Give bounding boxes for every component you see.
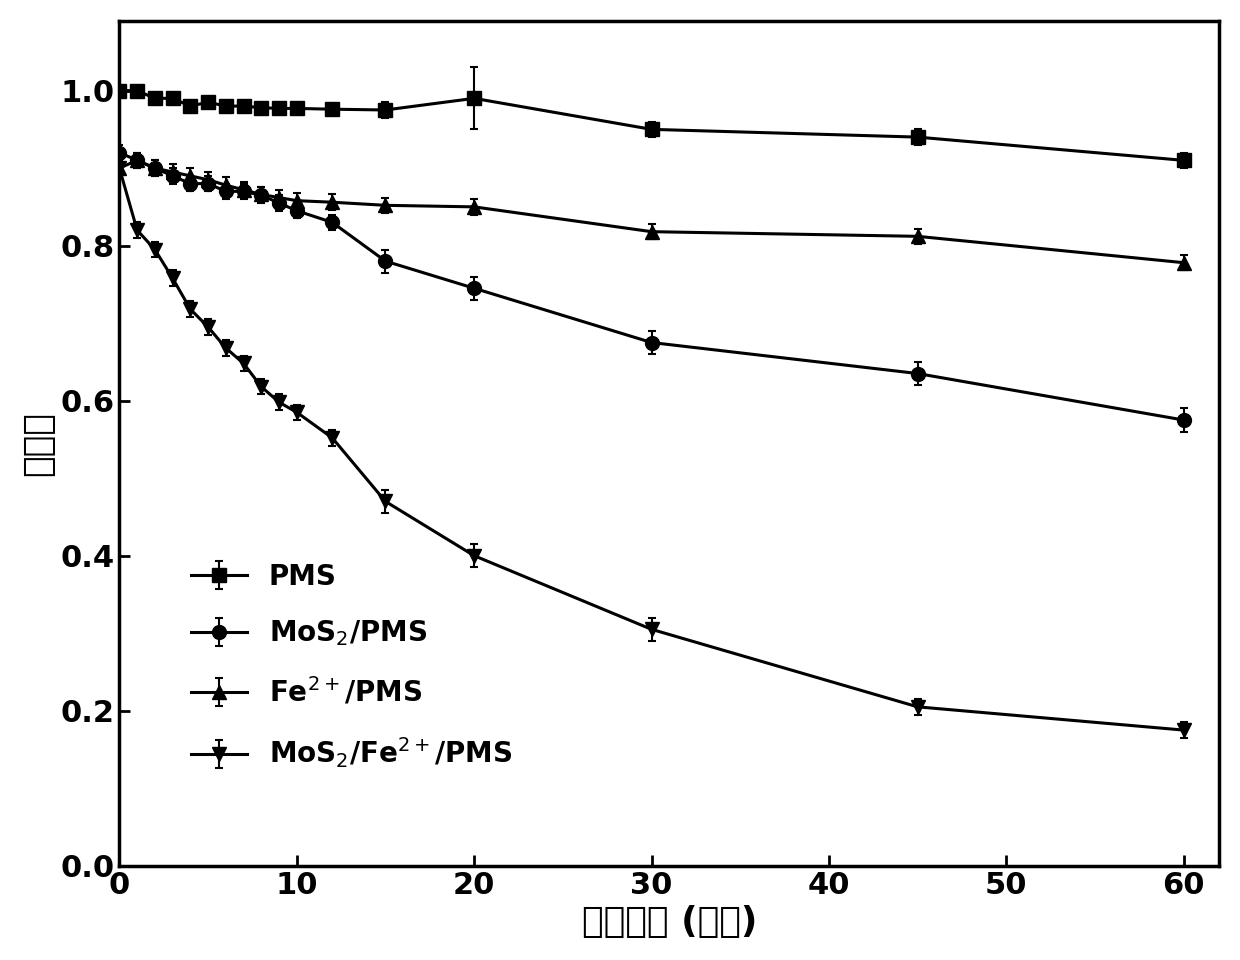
X-axis label: 反应时间 (分钟): 反应时间 (分钟) [582, 905, 756, 939]
Legend: PMS, MoS$_2$/PMS, Fe$^{2+}$/PMS, MoS$_2$/Fe$^{2+}$/PMS: PMS, MoS$_2$/PMS, Fe$^{2+}$/PMS, MoS$_2$… [177, 549, 526, 784]
Y-axis label: 去除率: 去除率 [21, 411, 55, 476]
